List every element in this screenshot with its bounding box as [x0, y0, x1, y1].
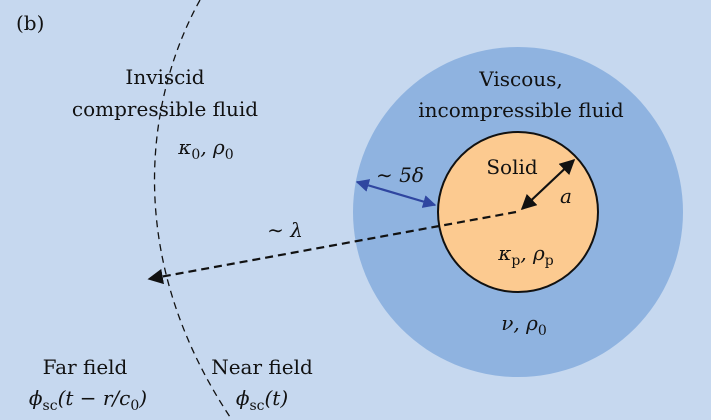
- text-part: ϕ: [29, 386, 43, 410]
- property-label: κ0, ρ0: [177, 135, 233, 163]
- subscript: 0: [538, 323, 547, 339]
- panel-label: (b): [16, 11, 44, 35]
- potential-label: ϕsc(t − r/c0): [29, 386, 147, 414]
- dimension-label: a: [560, 184, 572, 208]
- wavelength-arrow: [147, 210, 517, 285]
- subscript: p: [545, 253, 554, 269]
- radius-arrow: [520, 158, 576, 211]
- region-label: incompressible fluid: [418, 98, 624, 122]
- potential-label: ϕsc(t): [236, 386, 288, 414]
- subscript: 0: [130, 398, 139, 414]
- property-label: κp, ρp: [497, 241, 554, 269]
- dimension-label: ∼ λ: [267, 218, 303, 242]
- text-part: ν, ρ: [501, 311, 538, 335]
- subscript: 0: [191, 147, 200, 163]
- dimension-label: ∼ 5δ: [376, 163, 424, 187]
- text-part: ϕ: [236, 386, 250, 410]
- region-label: Far field: [43, 355, 128, 379]
- region-label: compressible fluid: [72, 97, 258, 121]
- text-part: κ: [497, 241, 511, 265]
- subscript: sc: [249, 398, 264, 414]
- boundary-layer-arrow: [355, 179, 437, 208]
- subscript: p: [511, 253, 520, 269]
- text-part: κ: [177, 135, 191, 159]
- text-part: ): [138, 386, 147, 410]
- text-part: , ρ: [200, 135, 225, 159]
- property-label: ν, ρ0: [501, 311, 547, 339]
- text-part: (t): [265, 386, 289, 410]
- text-part: , ρ: [520, 241, 545, 265]
- region-label: Near field: [211, 355, 313, 379]
- region-label: Inviscid: [125, 65, 204, 89]
- text-part: (t − r/c: [58, 386, 131, 410]
- subscript: 0: [225, 147, 234, 163]
- far-near-boundary: [153, 0, 233, 420]
- region-label: Solid: [486, 155, 538, 179]
- region-label: Viscous,: [478, 67, 563, 91]
- subscript: sc: [43, 398, 58, 414]
